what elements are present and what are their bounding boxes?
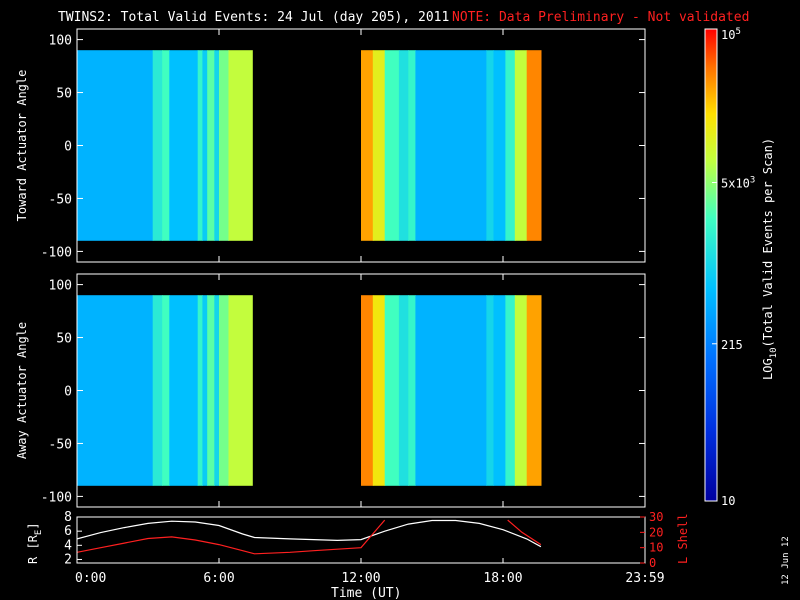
toward-band-20	[526, 50, 542, 241]
toward-band-13	[398, 50, 409, 241]
orbit-ytick-label: 6	[64, 524, 72, 539]
toward-heatmap-panel: 100 50 0 -50 -100 Toward Actuator Angle	[15, 28, 646, 263]
orbit-y2tick-label: 30	[649, 510, 663, 524]
toward-band-4	[197, 50, 203, 241]
away-band-1	[152, 295, 163, 486]
colorbar-tick-label: 5x103	[721, 176, 755, 191]
orbit-ytick-label: 8	[64, 510, 72, 525]
toward-band-8	[219, 50, 230, 241]
away-ytick-label: -50	[49, 437, 72, 452]
orbit-y2tick-label: 20	[649, 525, 663, 539]
time-tick-label: 0:00	[75, 571, 106, 586]
time-tick-label: 12:00	[341, 571, 380, 586]
away-band-6	[207, 295, 215, 486]
orbit-series-0	[77, 519, 542, 548]
orbit-ytick-label: 2	[64, 552, 72, 567]
away-band-3	[169, 295, 199, 486]
toward-band-19	[514, 50, 528, 241]
orbit-y2tick-label: 0	[649, 556, 656, 570]
away-band-20	[526, 295, 542, 486]
toward-band-3	[169, 50, 199, 241]
toward-band-1	[152, 50, 163, 241]
away-band-11	[372, 295, 386, 486]
orbit-series-1	[77, 519, 386, 555]
toward-ytick-label: 50	[56, 87, 72, 102]
away-band-2	[162, 295, 170, 486]
figure-title: TWINS2: Total Valid Events: 24 Jul (day …	[58, 10, 449, 25]
away-band-9	[228, 295, 253, 486]
toward-ytick-label: 0	[64, 140, 72, 155]
away-band-15	[415, 295, 487, 486]
away-band-18	[505, 295, 516, 486]
away-ytick-label: -100	[41, 490, 72, 505]
toward-band-5	[202, 50, 208, 241]
date-stamp: 12 Jun 12	[781, 536, 791, 585]
away-band-12	[384, 295, 400, 486]
away-ytick-label: 50	[56, 332, 72, 347]
orbit-ylabel: R [RE]	[26, 522, 44, 564]
toward-band-9	[228, 50, 253, 241]
away-band-8	[219, 295, 230, 486]
toward-band-11	[372, 50, 386, 241]
toward-band-10	[361, 50, 374, 241]
toward-ylabel: Toward Actuator Angle	[15, 70, 29, 222]
colorbar: 10 215 5x103 105	[704, 27, 755, 508]
away-ytick-label: 0	[64, 385, 72, 400]
away-heatmap-panel: 100 50 0 -50 -100 Away Actuator Angle	[15, 273, 646, 508]
toward-band-15	[415, 50, 487, 241]
toward-band-12	[384, 50, 400, 241]
preliminary-note: NOTE: Data Preliminary - Not validated	[452, 10, 749, 25]
away-band-13	[398, 295, 409, 486]
toward-ytick-label: -100	[41, 245, 72, 260]
colorbar-gradient	[704, 28, 718, 502]
toward-ytick-label: -50	[49, 192, 72, 207]
colorbar-tick-label: 10	[721, 494, 735, 508]
toward-band-6	[207, 50, 215, 241]
orbit-y2label: L Shell	[676, 513, 690, 564]
orbit-y2tick-label: 10	[649, 541, 663, 555]
away-band-17	[493, 295, 506, 486]
toward-band-16	[486, 50, 495, 241]
toward-band-18	[505, 50, 516, 241]
toward-ytick-label: 100	[49, 34, 72, 49]
toward-band-0	[77, 50, 154, 241]
orbit-series-2	[507, 519, 542, 546]
orbit-ytick-label: 4	[64, 538, 72, 553]
away-band-10	[361, 295, 374, 486]
toward-band-17	[493, 50, 506, 241]
colorbar-label: LOG10(Total Valid Events per Scan)	[761, 138, 779, 380]
time-axis-label: Time (UT)	[331, 586, 401, 600]
away-ytick-label: 100	[49, 279, 72, 294]
away-band-7	[214, 295, 220, 486]
time-tick-label: 18:00	[483, 571, 522, 586]
away-ylabel: Away Actuator Angle	[15, 322, 29, 459]
toward-band-14	[408, 50, 416, 241]
away-band-14	[408, 295, 416, 486]
colorbar-tick-label: 215	[721, 338, 743, 352]
away-band-5	[202, 295, 208, 486]
away-band-19	[514, 295, 528, 486]
away-band-4	[197, 295, 203, 486]
toward-band-2	[162, 50, 170, 241]
away-band-16	[486, 295, 495, 486]
time-tick-label: 23:59	[625, 571, 664, 586]
away-band-0	[77, 295, 154, 486]
toward-band-7	[214, 50, 220, 241]
time-tick-label: 6:00	[203, 571, 234, 586]
colorbar-tick-label: 105	[721, 27, 741, 42]
